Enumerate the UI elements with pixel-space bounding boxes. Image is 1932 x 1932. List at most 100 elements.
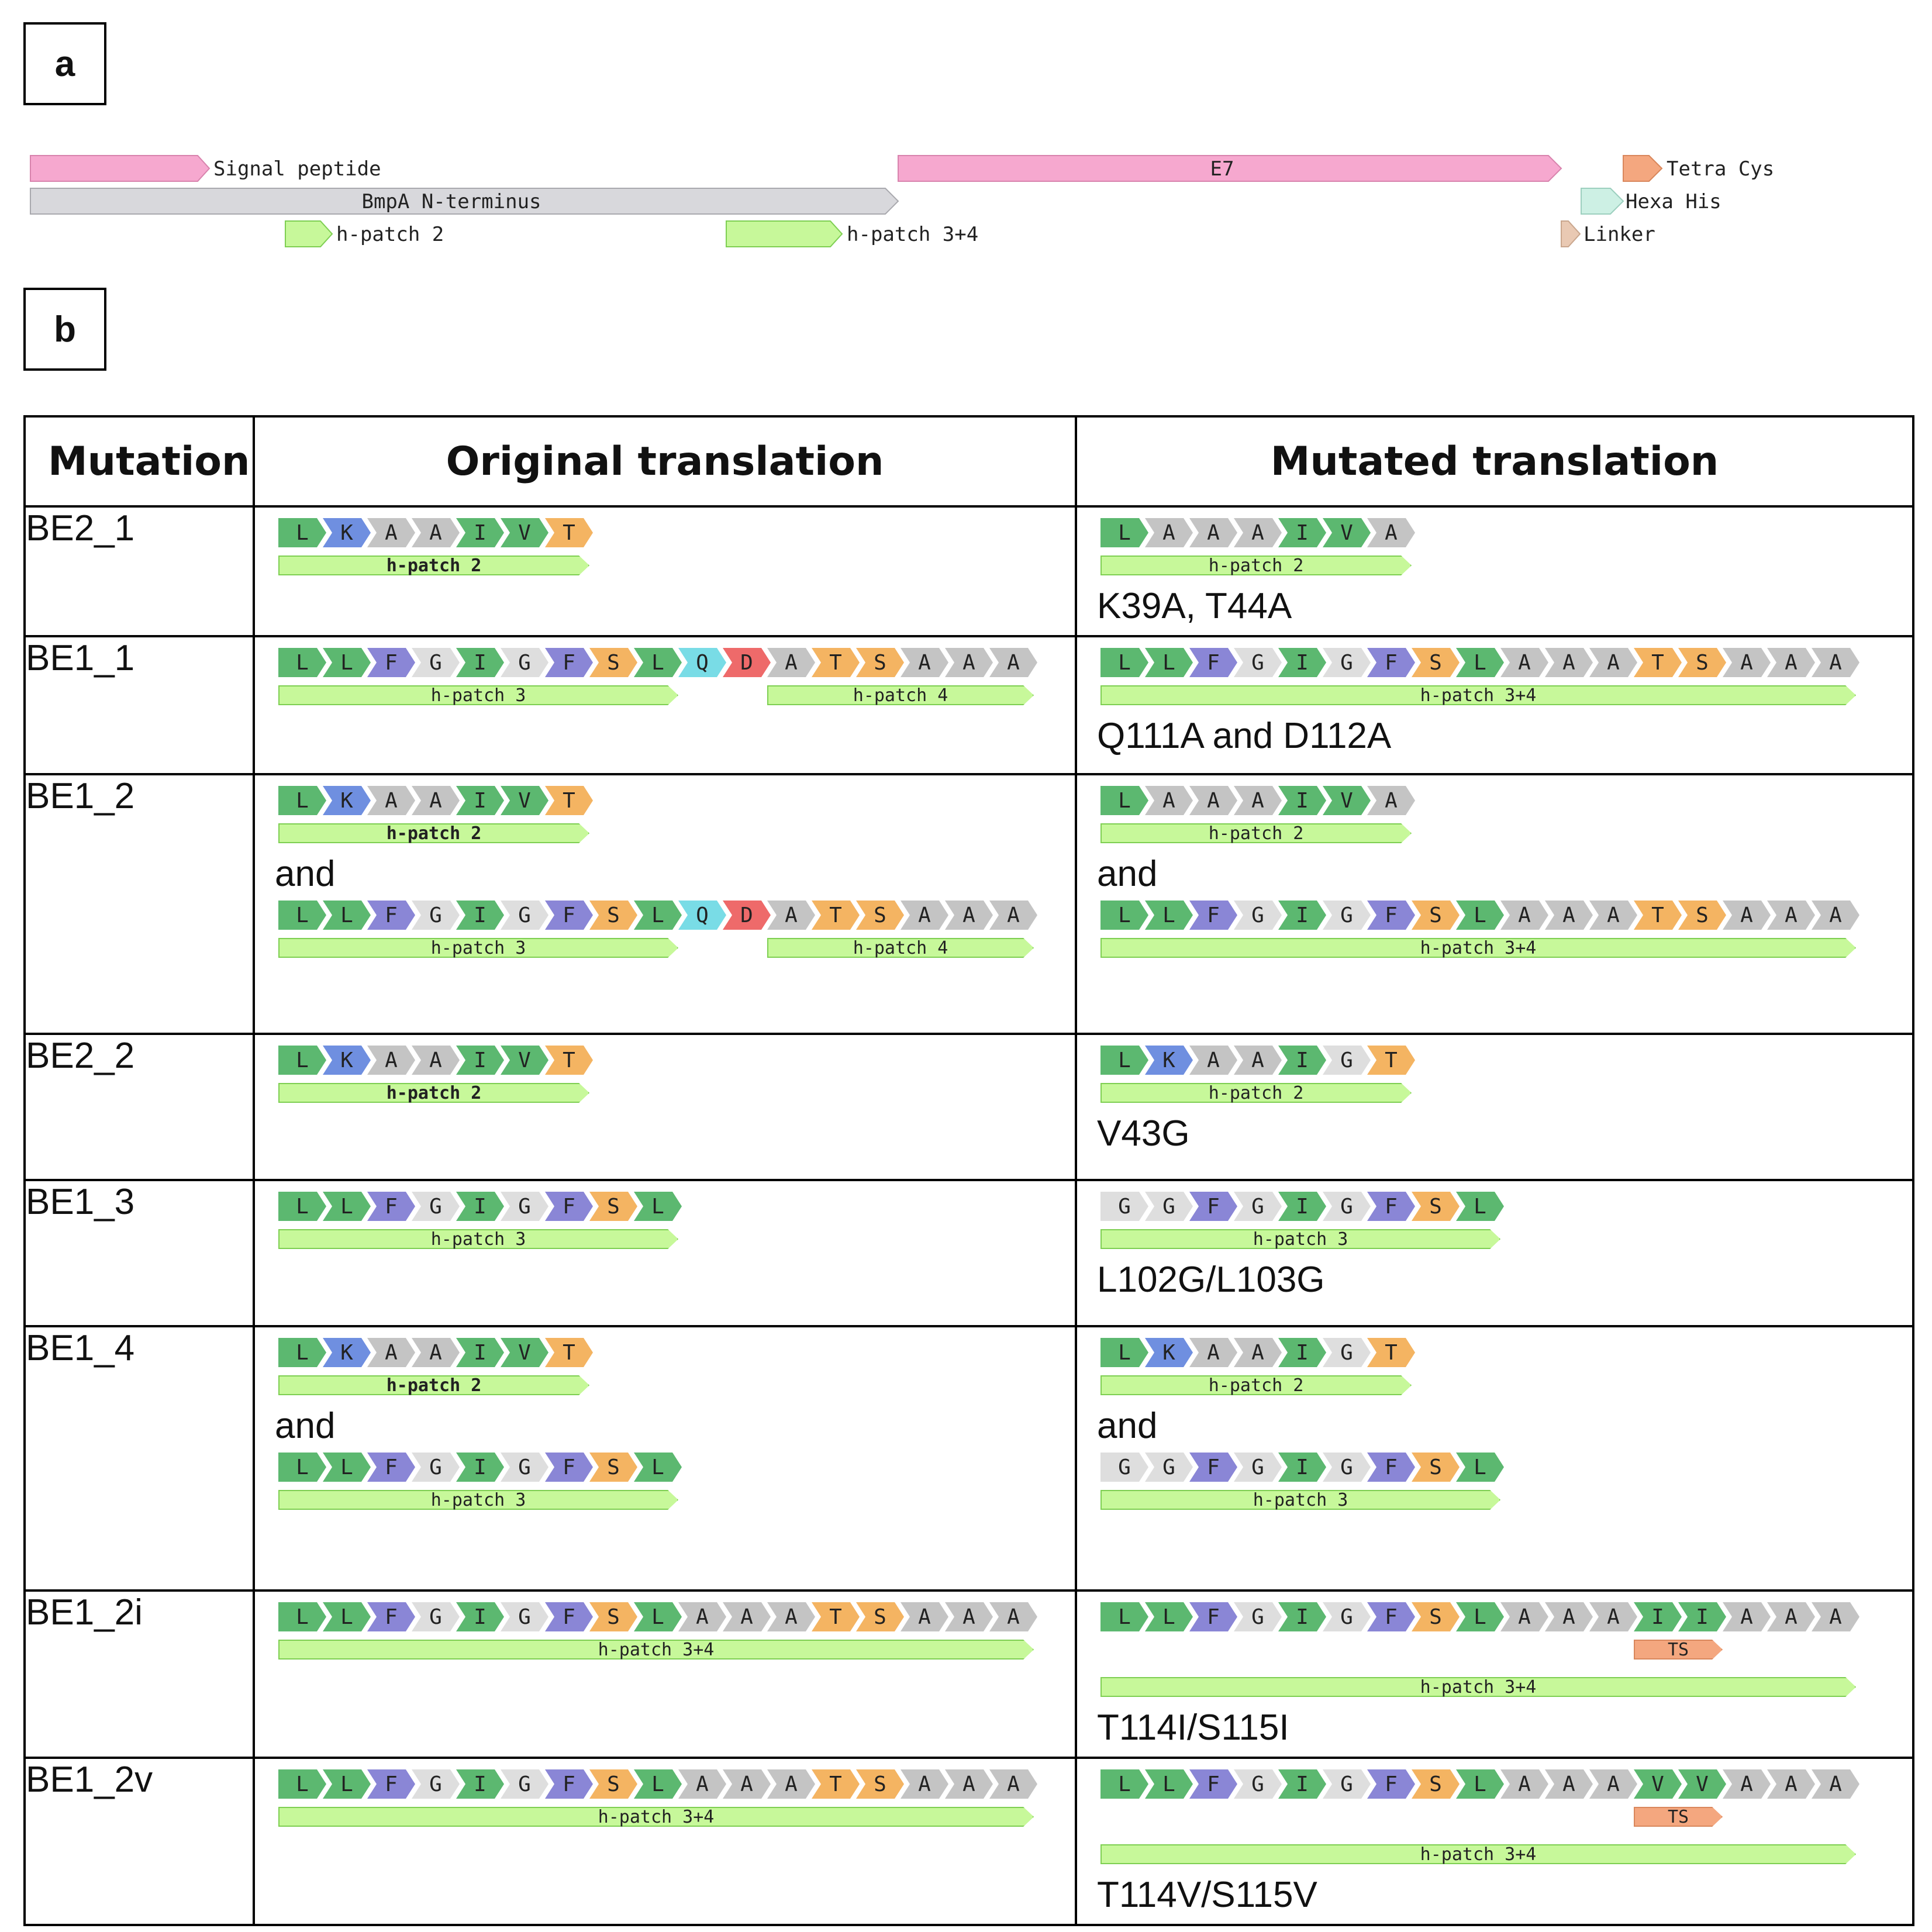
- residue-I: I: [456, 1769, 504, 1799]
- residue-V: V: [501, 786, 548, 815]
- residue-G: G: [1234, 901, 1282, 930]
- residue-G: G: [1323, 1602, 1371, 1631]
- residue-V: V: [501, 518, 548, 547]
- residue-A: A: [678, 1602, 726, 1631]
- annotation-track: h-patch 3+4: [1100, 1836, 1862, 1874]
- residue-L: L: [278, 1338, 326, 1367]
- residue-D: D: [723, 648, 771, 677]
- annotation-track: h-patch 3: [1100, 1221, 1506, 1258]
- residue-L: L: [634, 901, 682, 930]
- annotation-track: h-patch 3: [278, 1482, 684, 1519]
- residue-S: S: [856, 901, 904, 930]
- residue-L: L: [323, 1453, 371, 1482]
- residue-I: I: [1278, 786, 1326, 815]
- ts-annotation: TS: [1634, 1640, 1723, 1660]
- mutation-name: BE2_1: [23, 505, 255, 637]
- residue-K: K: [323, 1046, 371, 1075]
- residue-A: A: [767, 1602, 815, 1631]
- feature-map: Signal peptide BmpA N-terminus h-patch 2…: [30, 155, 1774, 247]
- residue-A: A: [1812, 1769, 1859, 1799]
- residue-I: I: [1278, 1192, 1326, 1221]
- residue-A: A: [412, 1338, 460, 1367]
- residue-A: A: [1145, 518, 1193, 547]
- residue-L: L: [323, 1602, 371, 1631]
- residue-A: A: [767, 648, 815, 677]
- residue-A: A: [945, 1602, 993, 1631]
- residue-S: S: [589, 1769, 637, 1799]
- residue-A: A: [1767, 1602, 1815, 1631]
- and-label: and: [275, 854, 336, 894]
- residue-A: A: [1500, 901, 1548, 930]
- residue-S: S: [856, 648, 904, 677]
- residue-S: S: [589, 1192, 637, 1221]
- residue-A: A: [767, 901, 815, 930]
- residue-I: I: [1278, 1602, 1326, 1631]
- residue-I: I: [1278, 1046, 1326, 1075]
- residue-K: K: [323, 786, 371, 815]
- residue-A: A: [1723, 1602, 1771, 1631]
- residue-G: G: [1323, 1192, 1371, 1221]
- residue-I: I: [1278, 518, 1326, 547]
- residue-T: T: [812, 648, 860, 677]
- residue-S: S: [1412, 1769, 1460, 1799]
- residue-F: F: [367, 1192, 415, 1221]
- residue-G: G: [501, 1192, 548, 1221]
- feature-signal-peptide: Signal peptide: [30, 155, 381, 182]
- h-patch-annotation: h-patch 3: [278, 685, 678, 705]
- residue-F: F: [1367, 1769, 1415, 1799]
- residue-L: L: [1100, 786, 1148, 815]
- residue-L: L: [278, 1046, 326, 1075]
- residue-G: G: [1145, 1453, 1193, 1482]
- residue-V: V: [1678, 1769, 1726, 1799]
- residue-A: A: [945, 901, 993, 930]
- residue-A: A: [1767, 901, 1815, 930]
- svg-text:Signal peptide: Signal peptide: [213, 157, 381, 181]
- residue-I: I: [456, 1192, 504, 1221]
- residue-A: A: [412, 786, 460, 815]
- svg-text:Linker: Linker: [1583, 223, 1655, 246]
- mutated-translation-cell: L L F G I G F S L A A A I I A A A TS h-patch 3+4 T114I/S115…: [1075, 1589, 1914, 1759]
- header-mutation: Mutation: [23, 415, 255, 508]
- residue-A: A: [1189, 518, 1237, 547]
- feature-e7: E7: [898, 155, 1562, 182]
- svg-text:h-patch 2: h-patch 2: [336, 223, 444, 246]
- and-label: and: [1097, 854, 1158, 894]
- annotation-track: h-patch 3+4: [278, 1631, 1040, 1669]
- residue-S: S: [856, 1602, 904, 1631]
- annotation-track: h-patch 3 h-patch 4: [278, 677, 1040, 715]
- residue-V: V: [1634, 1769, 1682, 1799]
- residue-F: F: [1189, 901, 1237, 930]
- residue-A: A: [678, 1769, 726, 1799]
- residue-S: S: [1412, 648, 1460, 677]
- residue-F: F: [1189, 1602, 1237, 1631]
- residue-L: L: [1145, 901, 1193, 930]
- residue-F: F: [1367, 901, 1415, 930]
- residue-I: I: [456, 901, 504, 930]
- residue-F: F: [545, 901, 593, 930]
- residue-F: F: [1189, 648, 1237, 677]
- annotation-track: h-patch 3+4: [1100, 677, 1862, 715]
- h-patch-annotation: h-patch 3: [1100, 1229, 1500, 1249]
- and-label: and: [275, 1406, 336, 1446]
- table-header-row: Mutation Original translation Mutated tr…: [23, 415, 1914, 508]
- residue-T: T: [545, 1046, 593, 1075]
- residue-I: I: [456, 1338, 504, 1367]
- header-mutated-translation: Mutated translation: [1075, 415, 1914, 508]
- and-label: and: [1097, 1406, 1158, 1446]
- residue-G: G: [1234, 1602, 1282, 1631]
- feature-bmpa-n-terminus: BmpA N-terminus: [30, 188, 899, 215]
- residue-L: L: [634, 1769, 682, 1799]
- residue-A: A: [1189, 786, 1237, 815]
- residue-V: V: [501, 1046, 548, 1075]
- panel-b-label: b: [23, 288, 106, 371]
- residue-L: L: [323, 1192, 371, 1221]
- residue-A: A: [989, 1602, 1037, 1631]
- residue-K: K: [1145, 1338, 1193, 1367]
- residue-A: A: [723, 1769, 771, 1799]
- residue-T: T: [812, 1769, 860, 1799]
